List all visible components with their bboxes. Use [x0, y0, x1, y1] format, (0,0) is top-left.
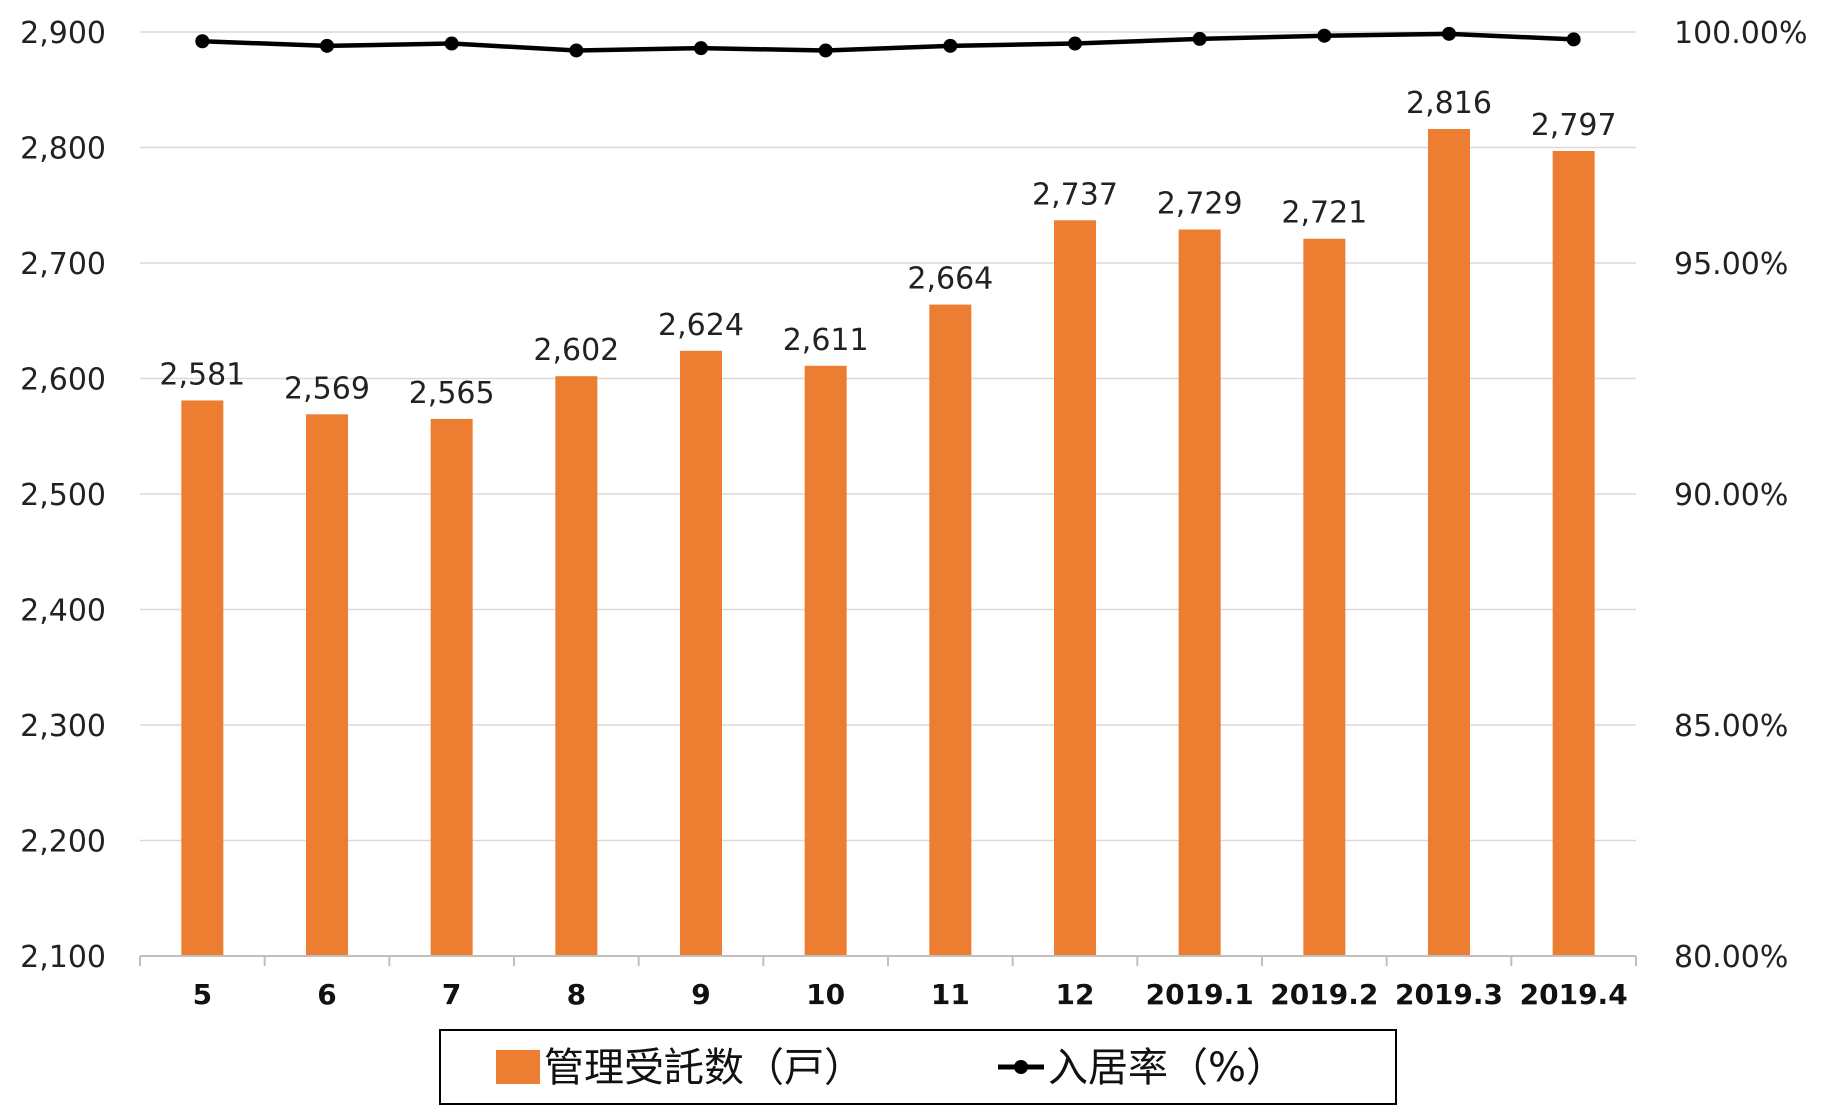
x-tick-label: 10 — [806, 978, 845, 1011]
x-tick-label: 11 — [931, 978, 970, 1011]
line-series — [195, 26, 1581, 58]
x-tick-label: 5 — [193, 978, 212, 1011]
bar — [1552, 150, 1595, 957]
y-right-tick-label: 90.00% — [1674, 478, 1788, 513]
bar — [430, 418, 473, 956]
line-point — [320, 38, 334, 53]
x-tick-label: 2019.2 — [1270, 978, 1378, 1011]
bar — [555, 376, 598, 956]
y-left-tick-label: 2,700 — [20, 247, 106, 282]
line-point — [1442, 26, 1456, 41]
bar — [804, 365, 847, 956]
line-point — [1317, 28, 1332, 43]
y-left-tick-label: 2,300 — [20, 709, 106, 744]
y-right-tick-label: 80.00% — [1674, 940, 1788, 975]
bar-value-label: 2,565 — [409, 376, 495, 411]
y-left-tick-label: 2,400 — [20, 594, 106, 629]
line-point — [1566, 32, 1581, 47]
line-point — [1068, 36, 1082, 51]
legend-box — [439, 1029, 1397, 1105]
line-point — [818, 43, 833, 58]
line-point — [195, 34, 210, 49]
legend-bar-label: 管理受託数（戸） — [544, 1045, 864, 1091]
bar — [306, 414, 348, 956]
x-axis: 5 6 7 8 9 10 11 12 2019.1 2019.2 2019.3 2019.4 — [139, 955, 1637, 1011]
bar — [181, 400, 224, 956]
legend: 管理受託数（戸） 入居率（%） — [439, 1029, 1397, 1105]
bar-value-label: 2,664 — [907, 262, 993, 297]
line-point — [694, 41, 708, 56]
y-left-tick-label: 2,800 — [20, 132, 106, 167]
y-left-tick-label: 2,900 — [20, 16, 106, 51]
bar-value-label: 2,797 — [1531, 108, 1617, 143]
bar-value-label: 2,602 — [533, 333, 619, 368]
bar — [929, 304, 972, 957]
bar-value-label: 2,624 — [658, 308, 744, 343]
bar — [1178, 229, 1221, 956]
bar-value-label: 2,581 — [159, 357, 245, 392]
x-tick-label: 2019.4 — [1520, 978, 1628, 1011]
x-tick-label: 6 — [317, 978, 336, 1011]
y-right-tick-label: 85.00% — [1674, 709, 1788, 744]
bar-value-label: 2,729 — [1157, 187, 1243, 222]
y-left-tick-label: 2,600 — [20, 363, 106, 398]
bar — [680, 350, 722, 956]
x-tick-label: 7 — [442, 978, 461, 1011]
y-left-tick-label: 2,200 — [20, 825, 106, 860]
bar-value-label: 2,611 — [783, 323, 869, 358]
line-point — [569, 43, 584, 58]
legend-bar-swatch — [496, 1050, 540, 1084]
y-left-tick-label: 2,100 — [20, 940, 106, 975]
bar-value-label: 2,816 — [1406, 86, 1492, 121]
y-left-tick-label: 2,500 — [20, 478, 106, 513]
occupancy-line — [202, 31, 1574, 53]
right-axis: 80.00% 85.00% 90.00% 95.00% 100.00% — [1674, 16, 1807, 975]
line-point — [943, 38, 958, 53]
y-right-tick-label: 95.00% — [1674, 247, 1788, 282]
line-point — [444, 36, 459, 51]
gridlines — [140, 31, 1636, 842]
bar-data-labels: 2,581 2,569 2,565 2,602 2,624 2,611 2,664 2,737… — [159, 86, 1616, 411]
bar — [1054, 220, 1096, 956]
bar-value-label: 2,569 — [284, 371, 370, 406]
bar-series — [181, 129, 1595, 957]
legend-line-marker — [1014, 1060, 1028, 1074]
bar — [1428, 129, 1470, 956]
x-tick-label: 2019.1 — [1146, 978, 1254, 1011]
x-tick-label: 2019.3 — [1395, 978, 1503, 1011]
x-tick-label: 9 — [691, 978, 710, 1011]
bar — [1303, 238, 1346, 956]
bar-value-label: 2,721 — [1281, 196, 1367, 231]
x-tick-label: 12 — [1056, 978, 1095, 1011]
legend-line-label: 入居率（%） — [1048, 1045, 1286, 1091]
x-tick-label: 8 — [567, 978, 586, 1011]
line-point — [1192, 31, 1207, 46]
y-right-tick-label: 100.00% — [1674, 16, 1807, 51]
left-axis: 2,100 2,200 2,300 2,400 2,500 2,600 2,700 2,800… — [20, 16, 106, 975]
bar-value-label: 2,737 — [1032, 177, 1118, 212]
